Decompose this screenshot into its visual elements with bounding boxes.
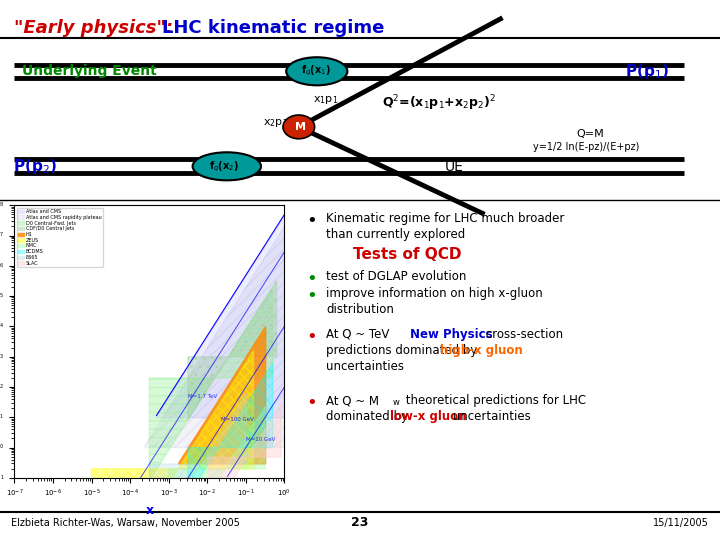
Text: M=1.7 TeV: M=1.7 TeV [188,394,217,399]
Text: 23: 23 [351,516,369,529]
Text: UE: UE [445,160,464,174]
Ellipse shape [287,57,348,85]
Text: Tests of QCD: Tests of QCD [353,247,461,262]
X-axis label: x: x [145,504,153,517]
Text: •: • [306,287,317,305]
Text: 15/11/2005: 15/11/2005 [653,518,709,528]
Text: Underlying Event: Underlying Event [22,64,156,78]
Text: At Q ~ M: At Q ~ M [326,394,379,407]
Text: f$_q$(x$_1$): f$_q$(x$_1$) [301,64,331,78]
Text: predictions dominated by: predictions dominated by [326,344,481,357]
Text: distribution: distribution [326,303,394,316]
Text: M=10 GeV: M=10 GeV [246,437,276,442]
Text: LHC kinematic regime: LHC kinematic regime [162,19,384,37]
Text: M: M [295,122,306,132]
Text: Q=M: Q=M [576,129,604,139]
Text: •: • [306,394,317,412]
Text: high-x gluon: high-x gluon [440,344,523,357]
Text: x$_1$p$_1$: x$_1$p$_1$ [313,94,338,106]
Text: "Early physics":: "Early physics": [14,19,174,37]
Text: •: • [306,328,317,346]
Text: dominated by: dominated by [326,410,412,423]
Text: M=100 GeV: M=100 GeV [220,417,253,422]
Text: y=1/2 ln(E-pz)/(E+pz): y=1/2 ln(E-pz)/(E+pz) [533,142,639,152]
Text: than currently explored: than currently explored [326,228,465,241]
Text: New Physics: New Physics [410,328,493,341]
Text: uncertainties: uncertainties [326,360,404,373]
Text: uncertainties: uncertainties [449,410,531,423]
Text: P(p$_1$): P(p$_1$) [625,62,669,81]
Text: Q$^2$=(x$_1$p$_1$+x$_2$p$_2$)$^2$: Q$^2$=(x$_1$p$_1$+x$_2$p$_2$)$^2$ [382,94,495,113]
Text: Kinematic regime for LHC much broader: Kinematic regime for LHC much broader [326,212,564,225]
Text: test of DGLAP evolution: test of DGLAP evolution [326,270,467,283]
Text: •: • [306,270,317,288]
Text: cross-section: cross-section [482,328,564,341]
Text: low-x gluon: low-x gluon [390,410,466,423]
Text: theoretical predictions for LHC: theoretical predictions for LHC [402,394,587,407]
Text: improve information on high x-gluon: improve information on high x-gluon [326,287,543,300]
Legend: Atlas and CMS, Atlas and CMS rapidity plateau, D0 Central-Fwd. Jets, CDF/D0 Cent: Atlas and CMS, Atlas and CMS rapidity pl… [17,208,103,267]
Circle shape [283,115,315,139]
Text: P(p$_2$): P(p$_2$) [13,157,57,176]
Text: Elzbieta Richter-Was, Warsaw, November 2005: Elzbieta Richter-Was, Warsaw, November 2… [11,518,240,528]
Ellipse shape [193,152,261,180]
Text: •: • [306,212,317,230]
Text: At Q ~ TeV: At Q ~ TeV [326,328,397,341]
Text: w: w [392,398,400,407]
Text: x$_2$p$_2$: x$_2$p$_2$ [263,117,288,129]
Text: f$_q$(x$_2$): f$_q$(x$_2$) [209,159,239,173]
